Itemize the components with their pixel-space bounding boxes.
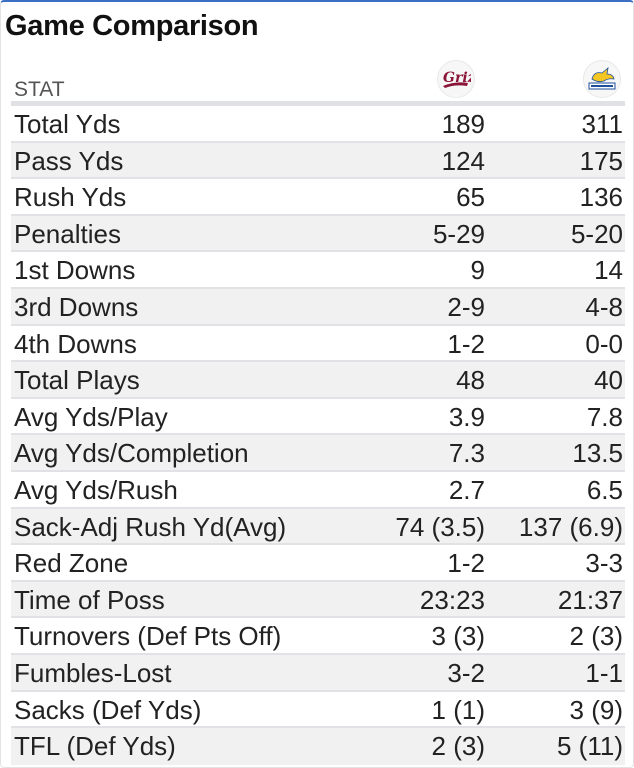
- table-row: Rush Yds 65 136: [11, 179, 625, 216]
- stat-label: Total Yds: [14, 109, 121, 139]
- team2-value: 4-8: [585, 291, 623, 322]
- table-row: Fumbles-Lost 3-2 1-1: [11, 654, 625, 692]
- table-row: Penalties 5-29 5-20: [11, 215, 625, 253]
- team1-value: 5-29: [432, 218, 485, 249]
- table-row: Total Yds 189 311: [11, 106, 625, 143]
- table-row: Sacks (Def Yds) 1 (1) 3 (9): [11, 692, 625, 729]
- stat-label: Total Plays: [14, 365, 140, 396]
- table-header: STAT Griz: [11, 60, 625, 102]
- team2-value: 311: [581, 109, 623, 139]
- table-row: Red Zone 1-2 3-3: [11, 545, 625, 582]
- team1-value: 3 (3): [431, 621, 485, 652]
- team2-value: 0-0: [585, 328, 623, 359]
- team2-value: 1-1: [585, 657, 623, 688]
- team1-value: 189: [441, 109, 485, 139]
- svg-text:Griz: Griz: [443, 70, 471, 86]
- team2-value: 21:37: [557, 584, 623, 615]
- stat-label: Penalties: [14, 218, 121, 249]
- team2-value: 136: [579, 182, 623, 213]
- team2-value: 3 (9): [569, 694, 623, 725]
- team1-value: 1-2: [447, 548, 485, 579]
- team2-value: 13.5: [572, 438, 623, 469]
- team2-value: 14: [594, 255, 623, 286]
- table-row: Pass Yds 124 175: [11, 142, 625, 180]
- stat-label: Avg Yds/Rush: [14, 474, 178, 505]
- team2-value: 3-3: [585, 548, 623, 579]
- team2-value: 2 (3): [569, 621, 623, 652]
- table-row: TFL (Def Yds) 2 (3) 5 (11): [11, 728, 625, 765]
- team1-value: 48: [456, 365, 485, 396]
- team1-value: 2-9: [447, 291, 485, 322]
- team1-value: 23:23: [419, 584, 485, 615]
- stat-label: TFL (Def Yds): [14, 731, 176, 762]
- team1-value: 3-2: [447, 657, 485, 688]
- table-row: Total Plays 48 40: [11, 362, 625, 399]
- stat-label: Avg Yds/Completion: [14, 438, 249, 469]
- table-row: Avg Yds/Completion 7.3 13.5: [11, 435, 625, 472]
- stat-label: Time of Poss: [14, 584, 165, 615]
- team1-value: 1 (1): [431, 694, 485, 725]
- stat-label: Avg Yds/Play: [14, 401, 168, 432]
- team2-value: 6.5: [586, 474, 623, 505]
- stat-label: Rush Yds: [14, 182, 127, 213]
- stat-label: Sacks (Def Yds): [14, 694, 202, 725]
- team2-value: 7.8: [586, 401, 623, 432]
- table-row: Sack-Adj Rush Yd(Avg) 74 (3.5) 137 (6.9): [11, 508, 625, 546]
- team1-value: 124: [441, 145, 485, 176]
- card-title: Game Comparison: [5, 10, 259, 42]
- team1-value: 2.7: [448, 474, 485, 505]
- team1-value: 1-2: [447, 328, 485, 359]
- stat-label: Pass Yds: [14, 145, 124, 176]
- team1-value: 65: [456, 182, 485, 213]
- stat-column-header: STAT: [14, 78, 65, 101]
- jackrabbits-logo-icon: [583, 60, 621, 98]
- stat-label: Red Zone: [14, 548, 129, 579]
- team1-value: 74 (3.5): [395, 511, 485, 542]
- team2-value: 40: [594, 365, 623, 396]
- table-row: Avg Yds/Rush 2.7 6.5: [11, 472, 625, 509]
- stat-label: Sack-Adj Rush Yd(Avg): [14, 511, 287, 542]
- table-row: 4th Downs 1-2 0-0: [11, 326, 625, 363]
- team2-value: 5 (11): [557, 731, 623, 762]
- table-row: Avg Yds/Play 3.9 7.8: [11, 399, 625, 436]
- table-row: Turnovers (Def Pts Off) 3 (3) 2 (3): [11, 618, 625, 655]
- stat-label: Fumbles-Lost: [14, 657, 172, 688]
- stat-label: Turnovers (Def Pts Off): [14, 621, 282, 652]
- stat-label: 4th Downs: [14, 328, 137, 359]
- griz-logo-icon: Griz: [437, 60, 475, 98]
- team2-value: 5-20: [570, 218, 623, 249]
- team2-value: 175: [579, 145, 623, 176]
- table-row: 1st Downs 9 14: [11, 252, 625, 289]
- table-row: 3rd Downs 2-9 4-8: [11, 288, 625, 326]
- team1-value: 3.9: [448, 401, 485, 432]
- team2-value: 137 (6.9): [518, 511, 623, 542]
- team1-value: 2 (3): [431, 731, 485, 762]
- comparison-table: Total Yds 189 311 Pass Yds 124 175 Rush Yds 6…: [11, 106, 625, 765]
- stat-label: 3rd Downs: [14, 291, 139, 322]
- table-row: Time of Poss 23:23 21:37: [11, 581, 625, 619]
- team1-value: 9: [470, 255, 485, 286]
- header-divider: [11, 101, 625, 106]
- team1-value: 7.3: [448, 438, 485, 469]
- stat-label: 1st Downs: [14, 255, 136, 286]
